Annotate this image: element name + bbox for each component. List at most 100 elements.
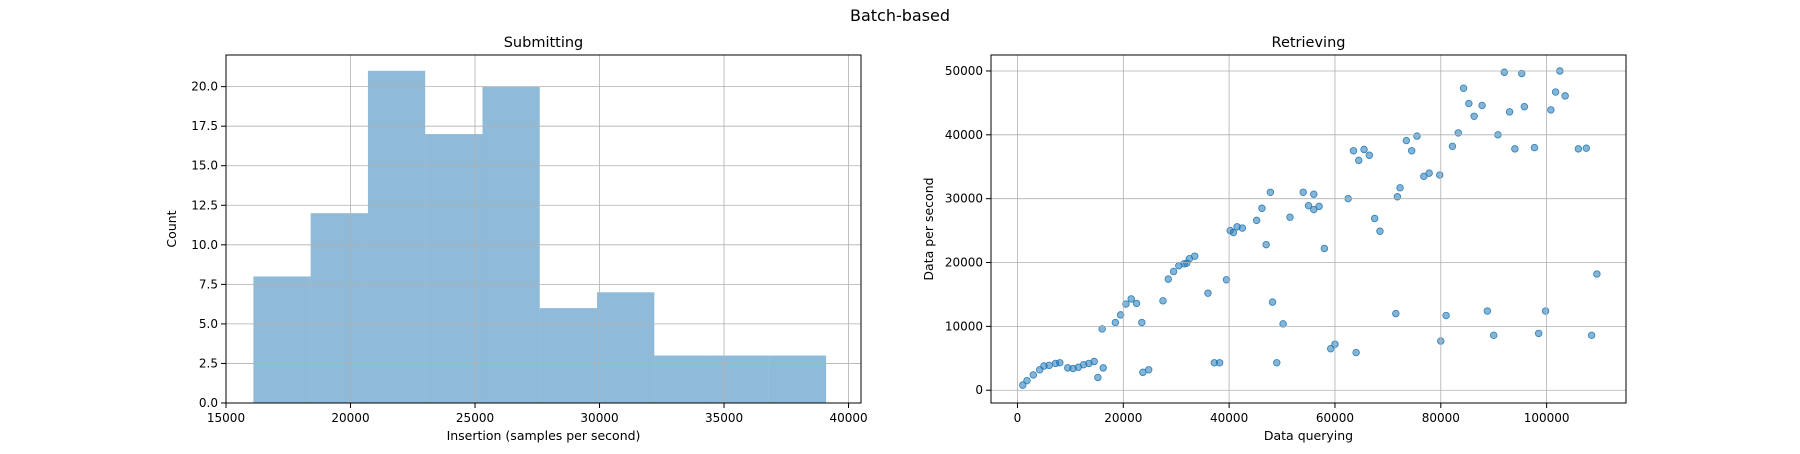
scatter-point — [1023, 376, 1031, 385]
histogram-bar — [654, 355, 712, 403]
scatter-point — [1582, 144, 1591, 152]
histogram-bar — [539, 308, 598, 403]
y-tick-label: 20.0 — [191, 80, 218, 94]
scatter-point — [1258, 204, 1266, 212]
scatter-point — [1310, 205, 1318, 214]
subplot-title: Submitting — [504, 35, 584, 51]
x-tick-label: 20000 — [331, 411, 369, 425]
scatter-point — [1144, 366, 1153, 374]
scatter-point — [1191, 252, 1199, 260]
x-tick-label: 15000 — [207, 411, 245, 425]
scatter-point — [1229, 228, 1238, 237]
scatter-point — [1534, 329, 1543, 338]
scatter-point — [1465, 99, 1473, 108]
y-tick-label: 0.0 — [199, 396, 218, 410]
x-tick-label: 60000 — [1316, 411, 1354, 425]
y-tick-label: 30000 — [945, 192, 983, 206]
x-tick-label: 100000 — [1524, 411, 1570, 425]
scatter-point — [1098, 325, 1106, 333]
subplot-1: 15000 20000 25000 30000 35000 40000 0.0 2.5 5.0 7… — [164, 35, 868, 443]
y-tick-label: 12.5 — [191, 198, 218, 212]
scatter-point — [1511, 145, 1519, 153]
scatter-point — [1099, 364, 1107, 372]
scatter-point — [1266, 188, 1275, 196]
scatter-point — [1320, 244, 1329, 253]
scatter-point — [1029, 371, 1038, 379]
scatter-point — [1127, 295, 1135, 303]
histogram-bar — [253, 276, 311, 403]
scatter-point — [1204, 289, 1212, 297]
x-tick-label: 20000 — [1104, 411, 1142, 425]
scatter-point — [1310, 190, 1318, 198]
x-tick-label: 0 — [1014, 411, 1022, 425]
scatter-point — [1122, 300, 1130, 308]
scatter-point — [1470, 112, 1478, 120]
scatter-point — [1448, 142, 1457, 151]
scatter-point — [1304, 201, 1313, 210]
histogram-bar — [597, 292, 655, 403]
scatter-point — [1530, 143, 1539, 152]
y-tick-label: 7.5 — [199, 277, 218, 291]
scatter-point — [1349, 147, 1358, 155]
histogram-bar — [768, 355, 827, 403]
y-tick-label: 40000 — [945, 128, 983, 142]
scatter-point — [1365, 151, 1374, 159]
scatter-point — [1407, 147, 1416, 155]
scatter-point — [1478, 101, 1486, 110]
scatter-point — [1238, 224, 1247, 232]
scatter-point — [1056, 359, 1064, 367]
scatter-point — [1490, 331, 1498, 340]
scatter-point — [1159, 297, 1167, 305]
scatter-point — [1518, 69, 1526, 78]
scatter-point — [1442, 311, 1450, 320]
x-tick-label: 40000 — [829, 411, 867, 425]
y-tick-label: 10.0 — [191, 238, 218, 252]
scatter-point — [1164, 275, 1172, 283]
scatter-point — [1273, 359, 1281, 367]
y-tick-label: 5.0 — [199, 317, 218, 331]
scatter-point — [1593, 270, 1601, 278]
scatter-point — [1169, 267, 1178, 276]
scatter-point — [1413, 132, 1421, 140]
scatter-point — [1279, 320, 1287, 328]
scatter-point — [1268, 298, 1277, 306]
scatter-point — [1500, 68, 1508, 76]
scatter-point — [1425, 169, 1433, 177]
scatter-point — [1094, 373, 1102, 382]
scatter-point — [1252, 216, 1261, 225]
scatter-point — [1587, 331, 1596, 340]
x-axis-label: Data querying — [1264, 428, 1353, 443]
y-axis-label: Data per second — [921, 177, 936, 280]
scatter-point — [1370, 214, 1379, 223]
x-tick-label: 35000 — [705, 411, 743, 425]
subplot-title: Retrieving — [1272, 35, 1346, 51]
scatter-point — [1547, 106, 1555, 114]
scatter-point — [1402, 136, 1411, 145]
x-tick-label: 30000 — [580, 411, 618, 425]
y-tick-label: 0 — [975, 383, 983, 397]
x-tick-label: 40000 — [1210, 411, 1248, 425]
y-tick-label: 17.5 — [191, 119, 218, 133]
axes-frame — [225, 54, 862, 404]
y-tick-label: 2.5 — [199, 356, 218, 370]
figure-suptitle: Batch-based — [849, 6, 951, 25]
scatter-point — [1132, 299, 1141, 308]
x-tick-label: 80000 — [1422, 411, 1460, 425]
scatter-point — [1090, 357, 1098, 366]
scatter-point — [1327, 345, 1335, 353]
y-tick-label: 10000 — [945, 319, 983, 333]
scatter-point — [1116, 311, 1125, 319]
histogram-bar — [310, 213, 368, 403]
scatter-point — [1551, 88, 1560, 96]
scatter-point — [1286, 213, 1294, 221]
scatter-point — [1505, 108, 1514, 116]
scatter-point — [1138, 318, 1146, 327]
axes-frame — [990, 54, 1627, 404]
scatter-point — [1574, 145, 1583, 153]
y-tick-label: 15.0 — [191, 159, 218, 173]
scatter-point — [1299, 188, 1307, 196]
scatter-point — [1392, 309, 1400, 318]
scatter-point — [1315, 202, 1323, 211]
